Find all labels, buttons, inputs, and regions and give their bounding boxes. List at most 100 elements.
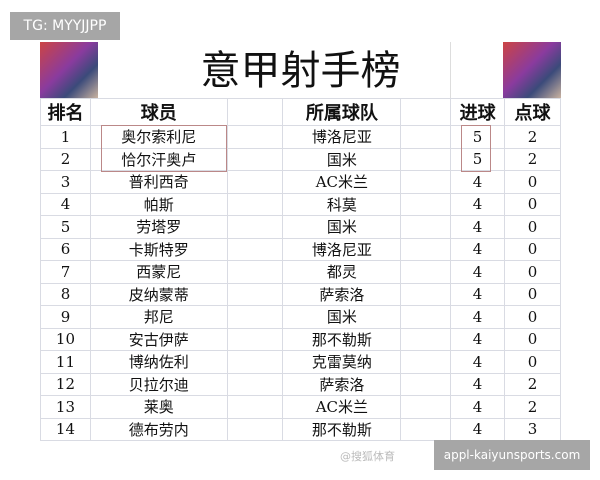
rank-cell: 13 — [40, 395, 91, 419]
empty-cell — [226, 125, 284, 149]
rank-cell: 12 — [40, 372, 91, 396]
table-row: 6 卡斯特罗 博洛尼亚 4 0 — [40, 237, 561, 261]
empty-cell — [400, 417, 452, 441]
empty-cell — [226, 305, 284, 329]
column-header: 所属球队 — [282, 98, 402, 126]
table-row: 5 劳塔罗 国米 4 0 — [40, 215, 561, 239]
empty-cell — [226, 282, 284, 306]
empty-cell — [226, 147, 284, 171]
penalties-cell: 2 — [504, 372, 561, 396]
goals-cell: 4 — [450, 260, 506, 284]
empty-cell — [226, 215, 284, 239]
penalties-cell: 2 — [504, 395, 561, 419]
goals-cell: 4 — [450, 170, 506, 194]
column-header — [226, 98, 284, 126]
player-cell: 邦尼 — [89, 305, 228, 329]
empty-cell — [226, 260, 284, 284]
empty-cell — [400, 237, 452, 261]
scorer-table: 排名 球员 所属球队 进球 点球 1 奥尔索利尼 博洛尼亚 5 2 2 恰尔汗奥卢 国米 5 2 3 普利西奇… — [40, 98, 561, 441]
rank-cell: 4 — [40, 192, 91, 216]
empty-cell — [400, 147, 452, 171]
goals-cell: 4 — [450, 417, 506, 441]
goals-cell: 4 — [450, 327, 506, 351]
rank-cell: 2 — [40, 147, 91, 171]
column-header — [400, 98, 452, 126]
empty-cell — [400, 260, 452, 284]
penalties-cell: 0 — [504, 192, 561, 216]
player-cell: 博纳佐利 — [89, 350, 228, 374]
penalties-cell: 0 — [504, 260, 561, 284]
empty-cell — [400, 372, 452, 396]
player-cell: 帕斯 — [89, 192, 228, 216]
table-row: 9 邦尼 国米 4 0 — [40, 305, 561, 329]
goals-cell: 4 — [450, 350, 506, 374]
team-cell: 克雷莫纳 — [282, 350, 402, 374]
empty-cell — [226, 417, 284, 441]
column-header: 球员 — [89, 98, 228, 126]
empty-cell — [400, 170, 452, 194]
team-cell: 那不勒斯 — [282, 327, 402, 351]
empty-cell — [226, 395, 284, 419]
goals-cell: 4 — [450, 372, 506, 396]
team-cell: 那不勒斯 — [282, 417, 402, 441]
penalties-cell: 0 — [504, 327, 561, 351]
team-cell: 都灵 — [282, 260, 402, 284]
penalties-cell: 0 — [504, 282, 561, 306]
faint-watermark: @搜狐体育 — [340, 450, 395, 463]
divider — [450, 42, 451, 98]
player-cell: 恰尔汗奥卢 — [89, 147, 228, 171]
table-title: 意甲射手榜 — [200, 48, 401, 94]
player-cell: 西蒙尼 — [89, 260, 228, 284]
empty-cell — [226, 327, 284, 351]
player-cell: 皮纳蒙蒂 — [89, 282, 228, 306]
goals-cell: 4 — [450, 305, 506, 329]
empty-cell — [400, 215, 452, 239]
table-row: 10 安古伊萨 那不勒斯 4 0 — [40, 327, 561, 351]
empty-cell — [400, 395, 452, 419]
team-cell: 博洛尼亚 — [282, 125, 402, 149]
rank-cell: 6 — [40, 237, 91, 261]
empty-cell — [400, 192, 452, 216]
player-cell: 莱奥 — [89, 395, 228, 419]
player-cell: 安古伊萨 — [89, 327, 228, 351]
rank-cell: 7 — [40, 260, 91, 284]
column-header: 排名 — [40, 98, 91, 126]
penalties-cell: 0 — [504, 305, 561, 329]
team-cell: 博洛尼亚 — [282, 237, 402, 261]
table-row: 12 贝拉尔迪 萨索洛 4 2 — [40, 372, 561, 396]
goals-cell: 4 — [450, 192, 506, 216]
team-cell: 国米 — [282, 215, 402, 239]
rank-cell: 11 — [40, 350, 91, 374]
player-cell: 卡斯特罗 — [89, 237, 228, 261]
scorer-table-sheet: 意甲射手榜 排名 球员 所属球队 进球 点球 1 奥尔索利尼 博洛尼亚 5 2 2 恰尔汗奥卢 国米 5… — [40, 42, 561, 441]
empty-cell — [226, 237, 284, 261]
column-header: 进球 — [450, 98, 506, 126]
penalties-cell: 0 — [504, 237, 561, 261]
rank-cell: 8 — [40, 282, 91, 306]
empty-cell — [226, 192, 284, 216]
watermark-tag: TG: MYYJJPP — [10, 12, 120, 40]
penalties-cell: 0 — [504, 350, 561, 374]
goals-cell: 4 — [450, 282, 506, 306]
table-row: 8 皮纳蒙蒂 萨索洛 4 0 — [40, 282, 561, 306]
rank-cell: 14 — [40, 417, 91, 441]
empty-cell — [400, 350, 452, 374]
empty-cell — [226, 350, 284, 374]
header-row: 排名 球员 所属球队 进球 点球 — [40, 98, 561, 126]
table-row: 1 奥尔索利尼 博洛尼亚 5 2 — [40, 125, 561, 149]
empty-cell — [226, 170, 284, 194]
empty-cell — [400, 305, 452, 329]
empty-cell — [400, 125, 452, 149]
table-row: 4 帕斯 科莫 4 0 — [40, 192, 561, 216]
empty-cell — [226, 372, 284, 396]
table-row: 14 德布劳内 那不勒斯 4 3 — [40, 417, 561, 441]
highlight-box-goals — [461, 125, 491, 172]
table-row: 3 普利西奇 AC米兰 4 0 — [40, 170, 561, 194]
table-row: 11 博纳佐利 克雷莫纳 4 0 — [40, 350, 561, 374]
team-cell: 萨索洛 — [282, 282, 402, 306]
penalties-cell: 0 — [504, 215, 561, 239]
table-row: 13 莱奥 AC米兰 4 2 — [40, 395, 561, 419]
column-header: 点球 — [504, 98, 561, 126]
goals-cell: 4 — [450, 215, 506, 239]
team-cell: 国米 — [282, 147, 402, 171]
